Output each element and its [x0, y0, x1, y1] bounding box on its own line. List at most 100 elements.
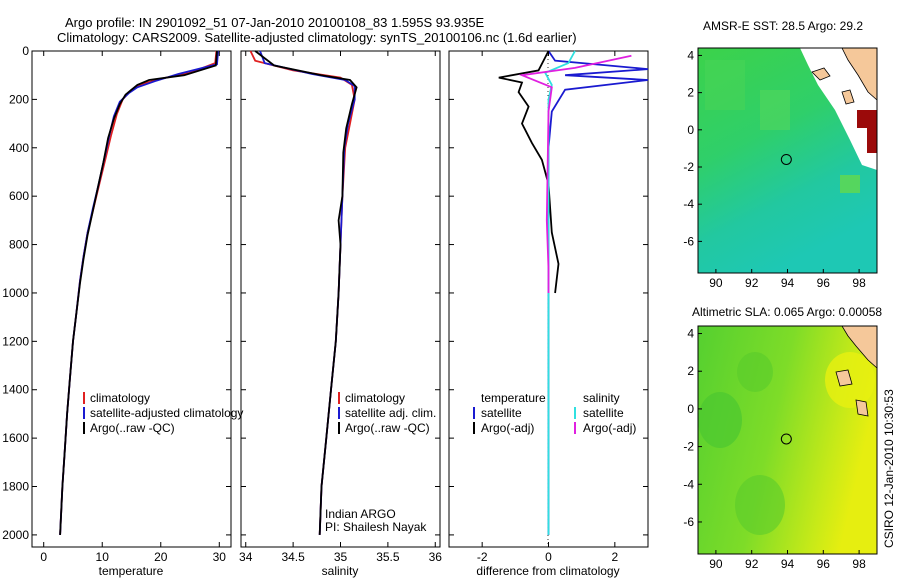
annotation-pi: PI: Shailesh Nayak — [325, 520, 427, 534]
sst-hot-patch — [857, 110, 877, 128]
temperature-legend: climatology satellite-adjusted climatolo… — [83, 391, 243, 435]
annotation-indian-argo: Indian ARGO — [325, 507, 396, 521]
legend-diff-temp-title: temperature — [481, 391, 546, 405]
salinity-xlabel: salinity — [322, 564, 359, 578]
legend-diff-sal-sat: satellite — [583, 406, 624, 420]
sla-blob — [735, 475, 785, 535]
sst-patch — [840, 175, 860, 193]
sst-ytick-label: -6 — [683, 234, 694, 248]
sst-map-ticks: 90 92 94 96 98 -6 -4 -2 0 2 4 — [683, 48, 866, 290]
sal-xtick-label: 35 — [334, 550, 348, 564]
sst-xtick-label: 98 — [852, 276, 866, 290]
sst-map-title: AMSR-E SST: 28.5 Argo: 29.2 — [703, 19, 863, 33]
salinity-panel: 34 34.5 35 35.5 36 salinity climatology sate… — [239, 50, 443, 578]
temp-ytick-label: 1400 — [2, 383, 29, 397]
diff-series-3 — [518, 54, 632, 293]
temp-ytick-label: 1800 — [2, 480, 29, 494]
legend-diff-sal-argo: Argo(-adj) — [583, 421, 636, 435]
sla-argo-marker — [780, 433, 792, 445]
sal-xtick-label: 35.5 — [376, 550, 400, 564]
sst-xtick-label: 96 — [817, 276, 831, 290]
sla-xtick-label: 92 — [745, 557, 759, 571]
sla-xtick-label: 94 — [781, 557, 795, 571]
sla-ytick-label: 2 — [687, 364, 694, 378]
sla-map-ticks: 90 92 94 96 98 -6 -4 -2 0 2 4 — [683, 327, 866, 571]
temp-ytick-label: 1600 — [2, 431, 29, 445]
sst-xtick-label: 90 — [709, 276, 723, 290]
diff-xtick-label: 0 — [545, 550, 552, 564]
sla-xtick-label: 96 — [817, 557, 831, 571]
sla-ytick-label: -4 — [683, 477, 694, 491]
sla-ytick-label: 4 — [687, 327, 694, 341]
legend-sal-climatology: climatology — [345, 391, 405, 405]
sal-xtick-label: 34 — [239, 550, 253, 564]
sla-island — [835, 369, 853, 387]
salinity-lines — [249, 50, 358, 535]
temperature-xlabel: temperature — [99, 564, 164, 578]
salinity-axes-frame — [240, 50, 441, 548]
sla-ytick-label: -2 — [683, 440, 694, 454]
sst-hot-patch — [867, 128, 877, 153]
sla-blob — [698, 392, 742, 448]
difference-xticks: -2 0 2 — [449, 50, 648, 564]
difference-xlabel: difference from climatology — [476, 564, 619, 578]
temp-series-2 — [59, 50, 218, 535]
temp-ytick-label: 400 — [9, 141, 29, 155]
temp-ytick-label: 800 — [9, 238, 29, 252]
temp-xtick-label: 30 — [213, 550, 227, 564]
sst-xtick-label: 94 — [781, 276, 795, 290]
salinity-legend: climatology satellite adj. clim. Argo(..… — [338, 391, 436, 435]
difference-panel: -2 0 2 difference from climatology tempera… — [448, 50, 649, 578]
sla-map-title: Altimetric SLA: 0.065 Argo: 0.00058 — [692, 305, 882, 319]
sst-patch — [760, 90, 790, 130]
legend-diff-temp-sat: satellite — [481, 406, 522, 420]
temp-ytick-label: 2000 — [2, 528, 29, 542]
legend-sal-satellite: satellite adj. clim. — [345, 406, 436, 420]
sla-map-panel: Altimetric SLA: 0.065 Argo: 0.00058 90 92… — [683, 305, 882, 571]
temp-xtick-label: 20 — [154, 550, 168, 564]
temp-xtick-label: 10 — [96, 550, 110, 564]
temp-series-0 — [59, 50, 218, 535]
diff-series-0 — [547, 50, 649, 535]
legend-temp-argo: Argo(..raw -QC) — [90, 421, 175, 435]
diff-xtick-label: 2 — [611, 550, 618, 564]
temp-ytick-label: 1200 — [2, 334, 29, 348]
temperature-xticks: 0 10 20 30 — [40, 51, 226, 564]
sst-ytick-label: -4 — [683, 197, 694, 211]
temperature-lines — [59, 50, 219, 535]
temp-ytick-label: 200 — [9, 92, 29, 106]
salinity-xticks: 34 34.5 35 35.5 36 — [239, 50, 443, 564]
header-line-2: Climatology: CARS2009. Satellite-adjuste… — [57, 30, 577, 45]
sla-land — [841, 326, 877, 369]
temperature-yticks: 0 200 400 600 800 1000 1200 1400 1600 1800 2000 — [2, 44, 231, 542]
temp-ytick-label: 1000 — [2, 286, 29, 300]
difference-legend: temperature satellite Argo(-adj) salinit… — [473, 391, 636, 435]
legend-temp-satellite: satellite-adjusted climatology — [90, 406, 243, 420]
sal-xtick-label: 36 — [429, 550, 443, 564]
diff-xtick-label: -2 — [477, 550, 488, 564]
sst-ytick-label: 4 — [687, 48, 694, 62]
header-line-1: Argo profile: IN 2901092_51 07-Jan-2010 … — [65, 15, 485, 30]
temperature-axes-frame — [31, 50, 232, 548]
diff-series-2 — [543, 50, 576, 535]
diff-series-1 — [498, 50, 560, 294]
temperature-panel: 0 10 20 30 0 200 400 600 800 1000 1200 1400 1600 180… — [2, 44, 243, 578]
temp-series-1 — [59, 50, 219, 535]
sst-argo-marker — [780, 153, 792, 165]
sst-ytick-label: -2 — [683, 160, 694, 174]
sla-ytick-label: 0 — [687, 402, 694, 416]
sla-blob — [737, 352, 773, 392]
sst-xtick-label: 92 — [745, 276, 759, 290]
sst-island — [841, 89, 855, 105]
sst-map-panel: AMSR-E SST: 28.5 Argo: 29.2 90 92 94 96 98 -6… — [683, 19, 878, 290]
sla-island — [855, 399, 869, 417]
difference-lines — [498, 50, 649, 535]
sst-patch — [705, 60, 745, 110]
sal-series-2 — [254, 50, 358, 535]
temp-xtick-label: 0 — [40, 550, 47, 564]
sst-ytick-label: 2 — [687, 86, 694, 100]
temp-ytick-label: 600 — [9, 189, 29, 203]
legend-diff-sal-title: salinity — [583, 391, 620, 405]
csiro-timestamp: CSIRO 12-Jan-2010 10:30:53 — [882, 389, 896, 548]
